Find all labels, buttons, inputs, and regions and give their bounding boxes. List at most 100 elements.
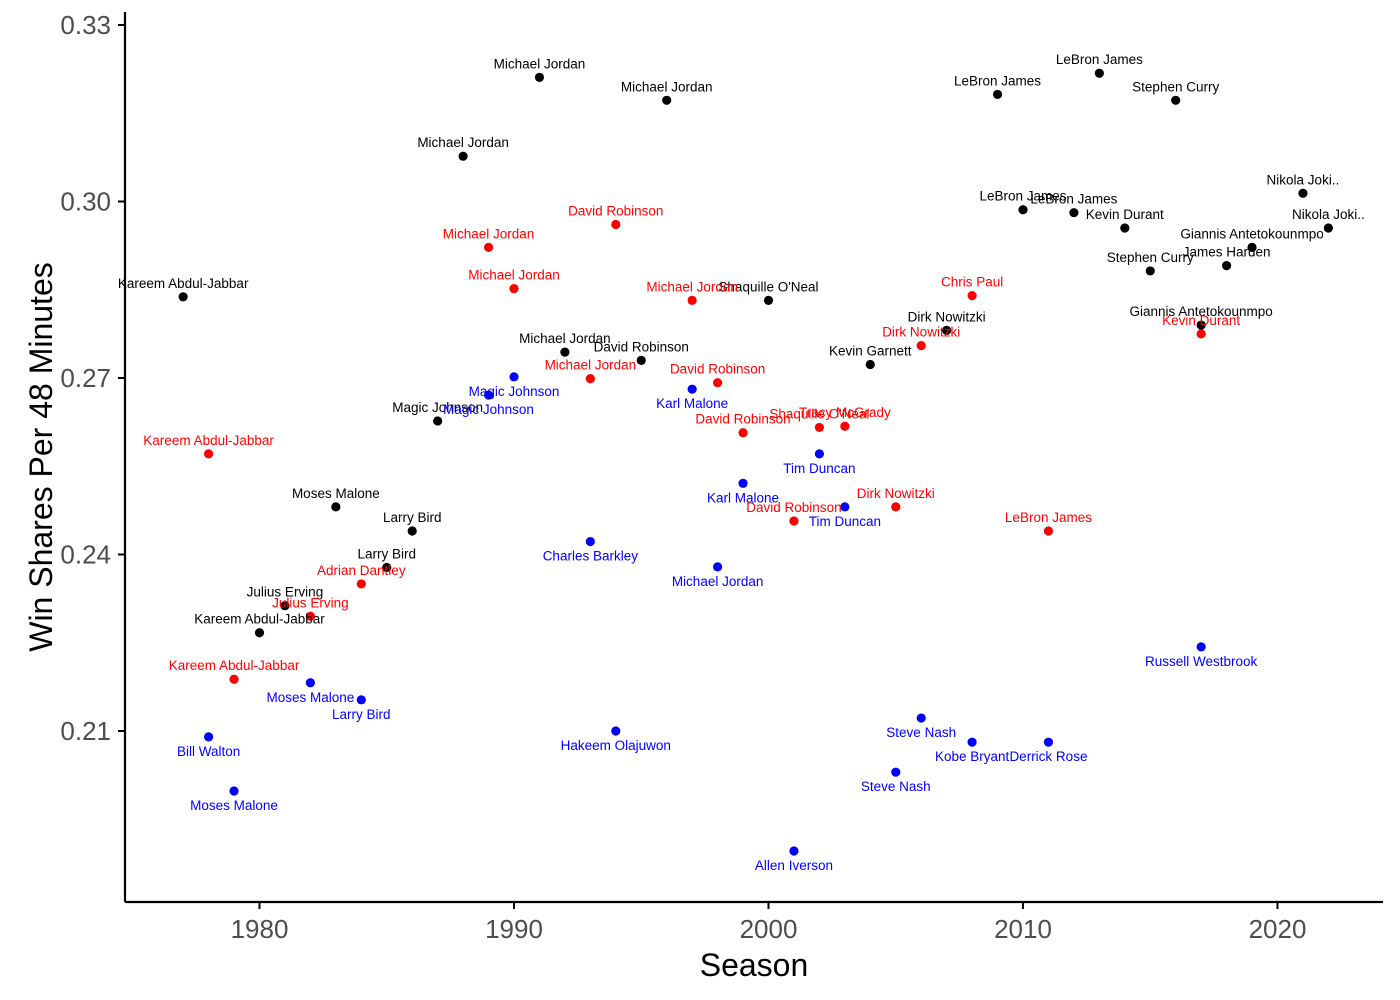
data-point: [891, 767, 901, 777]
data-point: [1196, 642, 1206, 652]
point-label: Larry Bird: [383, 510, 442, 525]
data-point: [713, 562, 723, 572]
y-tick-label: 0.33: [60, 10, 111, 40]
data-point: [687, 384, 697, 394]
x-tick-label: 2010: [994, 914, 1052, 944]
point-label: Charles Barkley: [543, 549, 639, 564]
data-point: [1120, 223, 1130, 233]
point-label: Nikola Joki..: [1267, 172, 1340, 187]
data-point: [636, 355, 646, 365]
point-label: Michael Jordan: [646, 279, 738, 294]
point-label: LeBron James: [979, 189, 1066, 204]
point-label: Dirk Nowitzki: [857, 486, 935, 501]
point-label: Kareem Abdul-Jabbar: [169, 658, 300, 673]
data-point: [407, 526, 417, 536]
point-label: Kevin Garnett: [829, 343, 912, 358]
data-point: [611, 726, 621, 736]
data-point: [611, 219, 621, 230]
point-label: David Robinson: [695, 412, 790, 427]
data-point: [433, 416, 443, 426]
data-point: [483, 242, 494, 252]
point-label: Nikola Joki..: [1292, 207, 1365, 222]
point-label: Julius Erving: [272, 595, 349, 610]
point-label: Karl Malone: [707, 490, 779, 505]
point-label: Kareem Abdul-Jabbar: [194, 612, 325, 627]
data-point: [1323, 223, 1333, 233]
point-label: LeBron James: [1056, 52, 1143, 67]
data-point: [916, 713, 926, 723]
x-tick-label: 1990: [485, 914, 543, 944]
point-label: Dirk Nowitzki: [882, 325, 960, 340]
point-label: Michael Jordan: [672, 574, 764, 589]
data-point: [458, 151, 468, 161]
point-label: Kevin Durant: [1086, 207, 1164, 222]
marks-layer: [178, 68, 1333, 856]
point-label: Tim Duncan: [809, 514, 881, 529]
data-point: [967, 291, 977, 301]
point-label: Karl Malone: [656, 396, 728, 411]
point-label: Moses Malone: [292, 486, 380, 501]
point-label: Larry Bird: [357, 546, 416, 561]
data-point: [356, 695, 366, 705]
y-axis-ticks: 0.21 0.24 0.27 0.30 0.33: [60, 10, 125, 746]
point-label: Giannis Antetokounmpo: [1180, 226, 1323, 241]
data-point: [1298, 188, 1308, 198]
point-label: David Robinson: [594, 339, 689, 354]
data-point: [1171, 95, 1181, 105]
point-label: LeBron James: [1030, 192, 1117, 207]
data-point: [738, 428, 748, 438]
point-label: LeBron James: [1005, 510, 1092, 525]
point-label: Kareem Abdul-Jabbar: [143, 433, 274, 448]
point-label: Michael Jordan: [494, 56, 586, 71]
data-point: [992, 89, 1003, 100]
point-label: Kareem Abdul-Jabbar: [118, 276, 249, 291]
data-point: [814, 449, 825, 459]
point-label: Chris Paul: [941, 275, 1003, 290]
point-label: Michael Jordan: [443, 226, 535, 241]
data-point: [509, 372, 519, 382]
point-label: Hakeem Olajuwon: [561, 738, 671, 753]
x-tick-label: 2000: [740, 914, 798, 944]
point-label: Steve Nash: [886, 725, 956, 740]
point-label: Steve Nash: [861, 779, 931, 794]
data-point: [204, 449, 214, 459]
x-axis-ticks: 1980 1990 2000 2010 2020: [231, 902, 1306, 944]
data-point: [789, 516, 799, 526]
data-point: [738, 478, 748, 488]
data-point: [560, 347, 570, 357]
point-label: David Robinson: [746, 500, 841, 515]
point-label: Michael Jordan: [545, 358, 637, 373]
data-point: [204, 732, 214, 742]
data-point: [1043, 526, 1054, 536]
y-tick-label: 0.30: [60, 187, 111, 217]
y-tick-label: 0.24: [60, 540, 111, 570]
point-label: Magic Johnson: [392, 400, 483, 415]
point-label: Michael Jordan: [519, 331, 611, 346]
point-label: Tim Duncan: [783, 461, 855, 476]
point-label: Larry Bird: [332, 707, 391, 722]
data-point: [1145, 266, 1155, 276]
data-point: [1069, 208, 1079, 218]
x-tick-label: 1980: [231, 914, 289, 944]
point-label: Kobe Bryant: [935, 749, 1010, 764]
point-label: Shaquille O'Neal: [718, 279, 818, 294]
data-point: [305, 611, 315, 621]
data-point: [534, 72, 545, 82]
point-label: Shaquille O'Neal: [769, 406, 869, 421]
data-point: [483, 390, 494, 400]
point-label: Derrick Rose: [1009, 749, 1087, 764]
point-label: Michael Jordan: [621, 79, 713, 94]
point-label: Julius Erving: [247, 585, 324, 600]
data-point: [331, 502, 341, 512]
point-label: Michael Jordan: [468, 268, 560, 283]
data-point: [789, 846, 799, 856]
point-label: Kevin Durant: [1162, 313, 1240, 328]
data-point: [814, 422, 825, 433]
data-point: [1043, 737, 1054, 747]
data-point: [763, 295, 774, 305]
point-label: LeBron James: [954, 73, 1041, 88]
y-axis-title: Win Shares Per 48 Minutes: [23, 262, 59, 652]
data-point: [916, 341, 926, 351]
data-point: [229, 674, 239, 684]
